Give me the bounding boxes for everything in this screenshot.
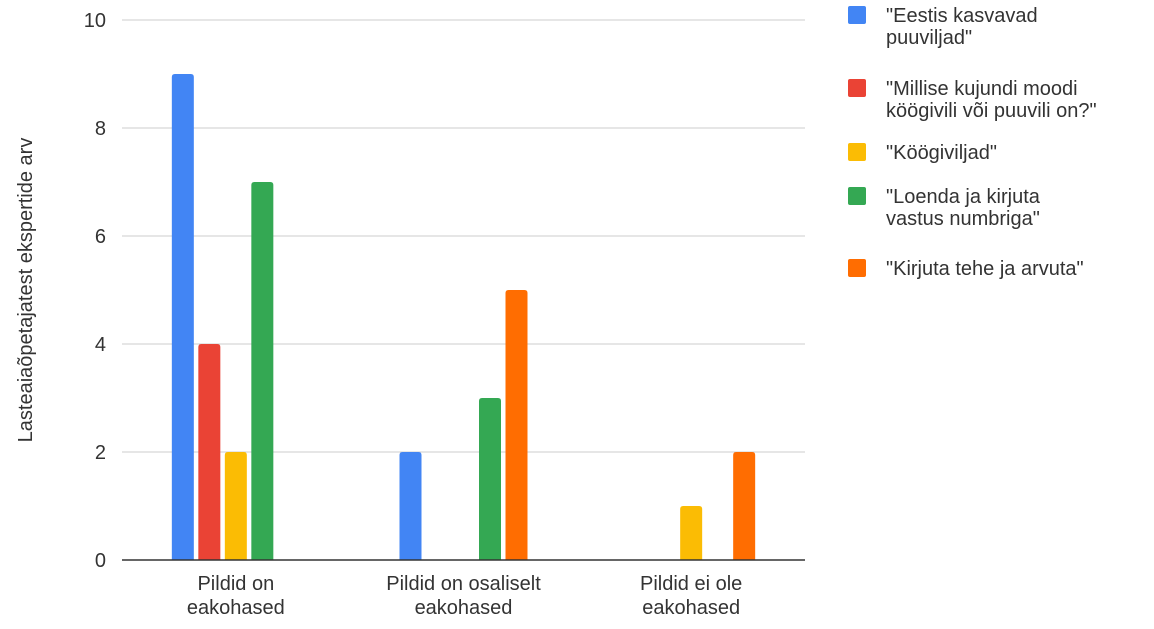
legend-label: "Kirjuta tehe ja arvuta" xyxy=(886,258,1084,280)
legend-swatch xyxy=(848,79,866,97)
y-tick-label: 8 xyxy=(95,118,106,140)
bar xyxy=(505,290,528,560)
y-tick-label: 10 xyxy=(84,10,106,32)
x-tick-label: Pildid on eakohased xyxy=(187,573,285,619)
x-tick-label: Pildid ei ole eakohased xyxy=(640,573,742,619)
legend-swatch xyxy=(848,259,866,277)
gridlines xyxy=(122,19,805,453)
bars xyxy=(171,74,756,560)
legend: "Eestis kasvavad puuviljad" "Millise kujun… xyxy=(848,5,1097,280)
legend-label: "Millise kujundi moodi köögivili või puuv… xyxy=(886,78,1097,122)
y-tick-label: 2 xyxy=(95,442,106,464)
bar xyxy=(224,452,247,560)
y-tick-label: 0 xyxy=(95,550,106,572)
x-tick-labels: Pildid on eakohased Pildid on osaliselt eak… xyxy=(187,573,742,619)
y-tick-label: 4 xyxy=(95,334,106,356)
legend-label: "Loenda ja kirjuta vastus numbriga" xyxy=(886,186,1041,230)
bar xyxy=(733,452,756,560)
x-tick-label: Pildid on osaliselt eakohased xyxy=(386,573,541,619)
legend-label: "Eestis kasvavad puuviljad" xyxy=(886,5,1038,49)
bar xyxy=(171,74,194,560)
legend-swatch xyxy=(848,143,866,161)
bar xyxy=(399,452,422,560)
y-tick-labels: 0 2 4 6 8 10 xyxy=(84,10,106,572)
legend-swatch xyxy=(848,187,866,205)
y-tick-label: 6 xyxy=(95,226,106,248)
legend-label: "Köögiviljad" xyxy=(886,142,997,164)
legend-swatch xyxy=(848,6,866,24)
bar xyxy=(251,182,274,560)
bar xyxy=(479,398,501,560)
bar xyxy=(680,506,703,560)
y-axis-label: Lasteaiaõpetajatest ekspertide arv xyxy=(15,138,37,443)
bar xyxy=(198,344,221,560)
